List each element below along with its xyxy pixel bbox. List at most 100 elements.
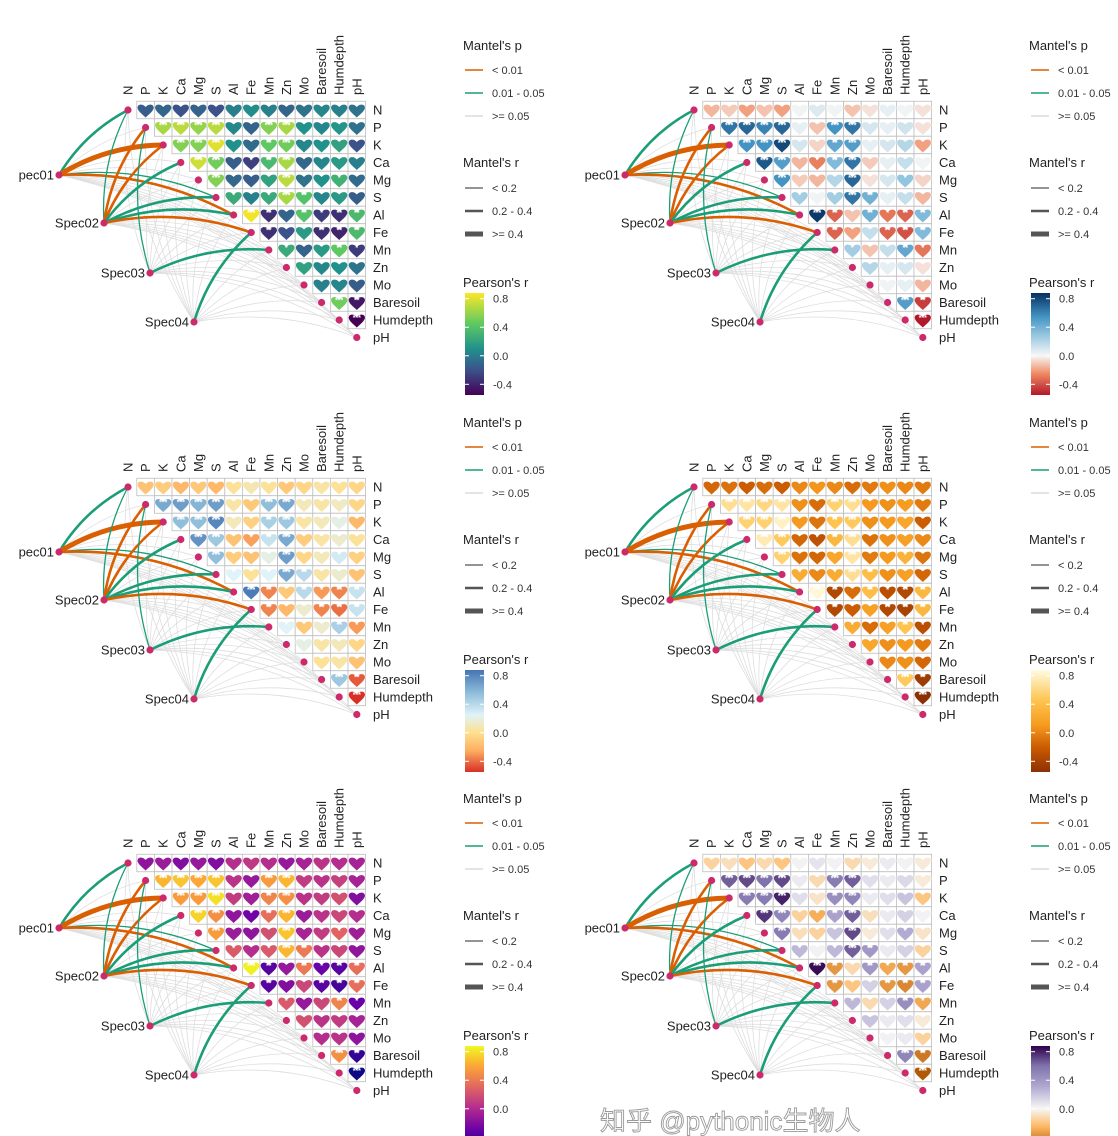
link-grey [715,950,783,1027]
legend-label: >= 0.05 [1058,488,1095,500]
species-dot [756,1071,764,1079]
heart-cell [330,979,348,994]
significance-mark: ** [336,228,342,235]
heart-cell [312,603,331,618]
heart-cell [914,909,932,924]
species-dot [100,219,108,227]
significance-mark: ** [354,587,360,594]
heart-cell [207,139,225,154]
row-label: Al [939,585,951,600]
heart-cell [348,296,366,311]
heart-cell [896,1014,914,1029]
significance-mark: *** [335,298,343,305]
column-label: Mn [827,454,842,472]
row-label: Al [373,208,385,223]
legend-label: < 0.01 [492,65,523,77]
heart-cell [861,498,879,513]
heart-cell [207,551,225,566]
species-label: pec01 [19,168,54,183]
link-Spec04-Fe [192,984,253,1077]
legend: Mantel's p < 0.01 0.01 - 0.05 >= 0.05 Mantel… [463,38,545,395]
significance-mark: ** [354,605,360,612]
link-pec01-Al [623,173,801,217]
row-label: Fe [939,225,954,240]
link-grey [149,1020,305,1039]
panel-RdBu: *** *** *** *** *** ****** *** *** ** ****** *** * *… [585,35,1111,395]
significance-mark: * [232,193,235,200]
heart-cell [878,568,897,583]
node-dot [708,500,716,509]
node-dot [194,176,202,184]
heart-cell [914,568,932,583]
colorbar-tick-label: 0.0 [1059,351,1074,363]
heart-cell [330,261,348,276]
row-label: K [939,891,948,906]
significance-mark: *** [760,500,768,507]
significance-mark: ** [354,963,360,970]
link-grey [58,551,270,628]
heart-cell [277,603,296,618]
node-dot [831,623,839,631]
significance-mark: ** [319,605,325,612]
link-grey [193,661,305,700]
heart-cell [861,603,879,618]
significance-mark: ** [301,587,307,594]
heart-cell [295,944,313,959]
column-label: Mg [757,77,772,95]
significance-mark: ** [832,535,838,542]
link-grey [193,1002,270,1076]
heart-cell [826,568,844,583]
heart-cell [330,997,348,1012]
heart-cell [348,121,366,136]
heart-cell [826,481,844,496]
heart-cell [277,174,296,189]
heart-cell [330,621,348,636]
row-label: Mg [373,926,391,941]
significance-mark: *** [743,876,751,883]
heart-cell [861,261,879,276]
node-dot [690,483,698,491]
column-label: S [209,839,224,848]
heart-cell [878,874,897,889]
heart-cell [896,209,914,224]
heart-cell [896,621,914,636]
link-grey [193,316,358,338]
node-dot [212,946,220,955]
column-label: N [687,86,702,95]
node-dot [247,228,255,237]
heart-cell [136,857,155,872]
significance-mark: ** [902,605,908,612]
link-grey [146,144,164,274]
heart-cell [790,139,809,154]
link-Spec02-N [102,109,129,224]
legend-label: >= 0.05 [492,864,529,876]
colorbar-tick-label: 0.8 [493,671,508,683]
species-label: Spec02 [621,216,665,231]
heart-cell [312,174,331,189]
significance-mark: *** [760,158,768,165]
significance-mark: *** [743,123,751,130]
heart-cell [896,121,914,136]
heart-cell [878,191,897,206]
significance-mark: *** [725,500,733,507]
heart-cell [896,997,914,1012]
heart-cell [330,279,348,294]
heart-cell [861,121,879,136]
link-grey [740,539,761,700]
heart-cell [189,121,208,136]
node-dot [265,623,273,631]
column-label: Mn [261,830,276,848]
heart-cell [826,516,844,531]
heart-cell [826,209,844,224]
heart-cell [896,139,914,154]
heart-cell [348,997,366,1012]
node-dot [159,518,167,526]
significance-mark: ** [867,587,873,594]
row-label: Al [939,961,951,976]
heart-cell [348,104,366,119]
colorbar-tick-label: 0.8 [493,1047,508,1059]
node-dot [230,588,238,596]
significance-mark: * [816,158,819,165]
heart-cell [808,516,826,531]
significance-mark: ** [336,981,342,988]
